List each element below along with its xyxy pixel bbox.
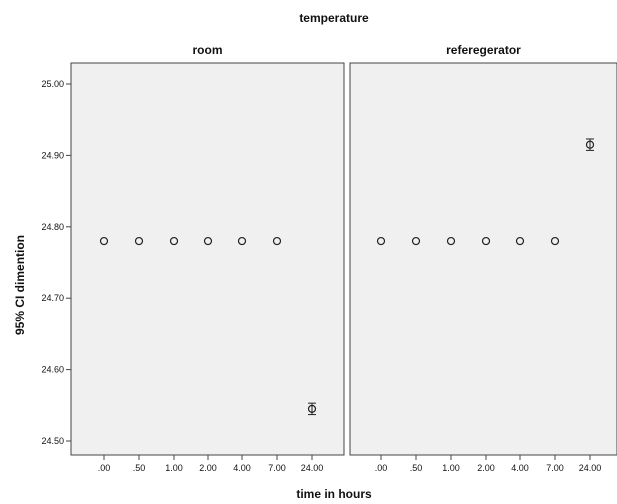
x-tick-label: 4.00 (511, 463, 529, 473)
x-axis-label: time in hours (296, 487, 372, 501)
y-tick-label: 24.50 (41, 436, 64, 446)
x-tick-label: .00 (375, 463, 388, 473)
y-tick-label: 24.70 (41, 293, 64, 303)
data-point (481, 236, 491, 246)
y-tick-label: 24.60 (41, 365, 64, 375)
data-point (585, 140, 595, 149)
x-tick-label: 24.00 (301, 463, 324, 473)
data-point (515, 236, 525, 246)
data-point (550, 236, 560, 246)
x-tick-label: 1.00 (442, 463, 460, 473)
panel-frame (70, 62, 345, 456)
y-tick-label: 24.90 (41, 150, 64, 160)
x-tick-label: .50 (133, 463, 146, 473)
y-axis-label: 95% CI dimention (13, 235, 27, 335)
panel-label: room (193, 43, 223, 57)
data-point (203, 236, 213, 246)
panel-label: referegerator (446, 43, 521, 57)
data-point (376, 236, 386, 246)
data-point (272, 236, 282, 246)
x-tick-label: 2.00 (477, 463, 495, 473)
data-point (99, 236, 109, 246)
data-point (307, 404, 317, 413)
x-tick-label: 1.00 (165, 463, 183, 473)
chart-title: temperature (299, 11, 369, 25)
x-tick-label: .50 (410, 463, 423, 473)
panel-frame (349, 62, 617, 456)
data-point (411, 236, 421, 246)
x-tick-label: 2.00 (199, 463, 217, 473)
x-tick-label: 7.00 (268, 463, 286, 473)
y-tick-label: 24.80 (41, 222, 64, 232)
x-tick-label: 24.00 (579, 463, 602, 473)
data-point (169, 236, 179, 246)
y-tick-label: 25.00 (41, 79, 64, 89)
x-tick-label: 4.00 (233, 463, 251, 473)
data-point (446, 236, 456, 246)
plot-area: 24.50 24.60 24.70 24.80 24.90 25.00 room .00 .50… (41, 43, 617, 473)
data-point (134, 236, 144, 246)
x-tick-label: 7.00 (546, 463, 564, 473)
data-point (237, 236, 247, 246)
x-tick-label: .00 (98, 463, 111, 473)
